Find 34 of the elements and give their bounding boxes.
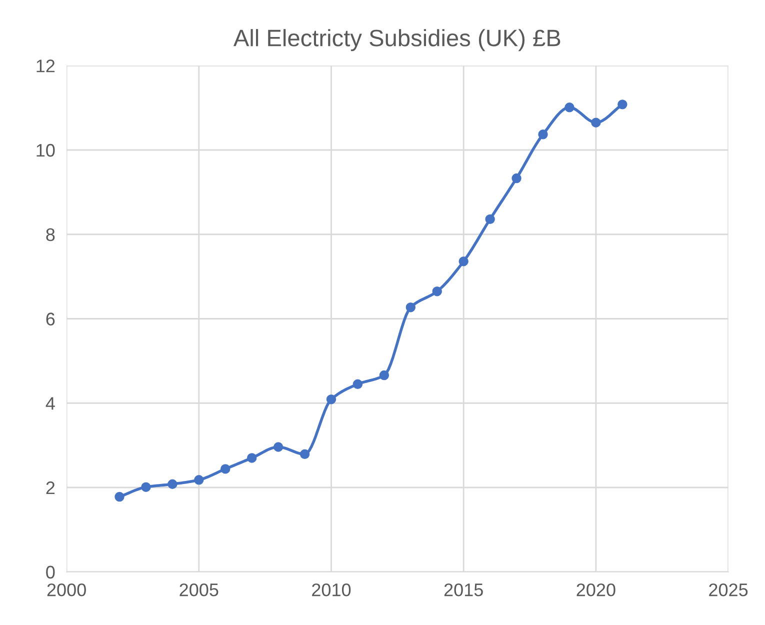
point [220,464,230,474]
point [406,302,416,312]
point [326,394,336,404]
x-tick-label: 2015 [444,583,483,596]
y-tick-label: 4 [46,397,55,410]
x-tick-label: 2005 [180,583,218,596]
point [300,449,310,460]
point [538,130,548,140]
point [246,453,257,463]
point [564,102,574,112]
point [168,479,178,489]
point [352,379,363,389]
y-tick-label: 10 [36,144,55,157]
y-tick-label: 12 [36,60,55,72]
x-tick-label: 2010 [312,583,351,596]
x-tick-label: 2025 [709,583,748,596]
point [458,256,468,266]
point [512,173,522,184]
chart-title: All Electricty Subsidies (UK) £B [233,29,560,52]
y-tick-label: 8 [46,228,55,242]
x-tick-label: 2020 [576,583,616,596]
y-tick-label: 6 [46,312,55,326]
y-tick-label: 0 [46,566,55,579]
y-tick-label: 2 [46,481,55,494]
point [591,118,601,128]
point [485,214,495,224]
point [194,475,204,485]
point [273,442,284,452]
point [141,482,151,492]
point [379,370,390,380]
point [114,492,124,502]
point [618,100,628,110]
point [432,286,442,296]
x-tick-label: 2000 [47,583,86,596]
